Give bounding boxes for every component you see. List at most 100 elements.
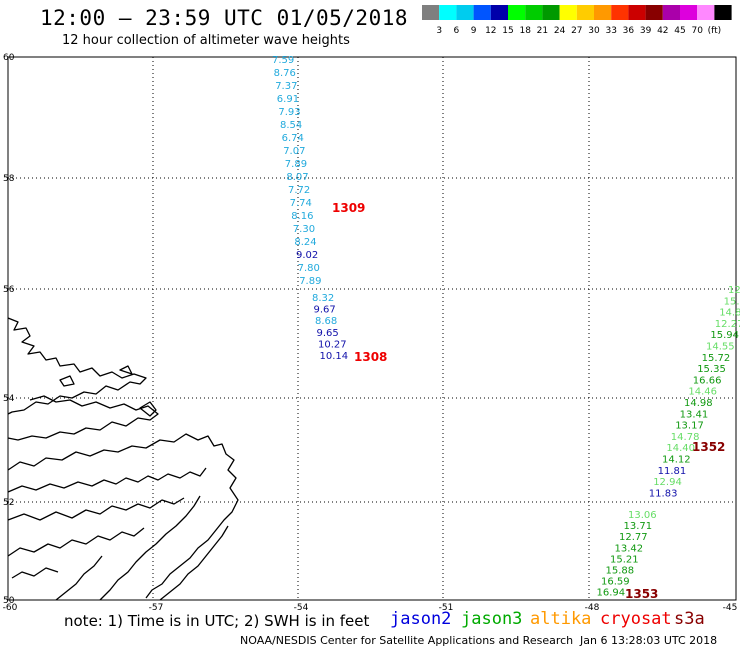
color-scale-label: 39 bbox=[640, 26, 652, 36]
wave-height-value: 10.14 bbox=[320, 351, 349, 362]
color-swatch bbox=[456, 5, 474, 20]
wave-height-value: 15.94 bbox=[710, 330, 739, 341]
legend-jason2: jason2 bbox=[390, 609, 452, 629]
map-title: 12:00 – 23:59 UTC 01/05/2018 bbox=[40, 6, 409, 30]
wave-height-value: 15.88 bbox=[606, 566, 635, 577]
legend-jason3: jason3 bbox=[461, 609, 523, 629]
color-scale-label: 27 bbox=[571, 26, 582, 36]
wave-height-value: 13.17 bbox=[675, 421, 704, 432]
color-scale-legend: 3 6 9 12 15 18 21 24 27 30 33 36 39 42 45 70 (ft) bbox=[422, 5, 732, 36]
track-time-label: 1352 bbox=[692, 440, 725, 454]
wave-height-value: 8.07 bbox=[286, 172, 308, 183]
color-scale-label: 24 bbox=[554, 26, 566, 36]
wave-height-value: 7.80 bbox=[298, 263, 320, 274]
wave-height-value: 12 bbox=[728, 285, 740, 296]
wave-height-value: 16.66 bbox=[693, 375, 722, 386]
color-swatch bbox=[422, 5, 440, 20]
color-swatch bbox=[490, 5, 508, 20]
wave-height-value: 7.93 bbox=[278, 107, 300, 118]
color-swatch bbox=[594, 5, 612, 20]
wave-height-value: 8.54 bbox=[280, 120, 302, 131]
color-swatch bbox=[508, 5, 526, 20]
generated-timestamp: Jan 6 13:28:03 UTC 2018 bbox=[580, 634, 718, 647]
color-swatch bbox=[525, 5, 543, 20]
legend-s3a: s3a bbox=[674, 609, 705, 629]
color-scale-label: 36 bbox=[623, 26, 635, 36]
wave-height-value: 11.81 bbox=[658, 466, 687, 477]
color-swatch bbox=[645, 5, 663, 20]
wave-height-value: 11.83 bbox=[649, 488, 678, 499]
wave-height-value: 8.32 bbox=[312, 293, 334, 304]
lat-label: 60 bbox=[3, 53, 15, 63]
lon-label: -45 bbox=[723, 603, 738, 612]
wave-height-value: 14.46 bbox=[688, 387, 717, 398]
altimeter-map: 60 58 56 54 52 50 -60 -57 -54 -51 -48 -4… bbox=[3, 53, 740, 612]
color-scale-label: 15 bbox=[502, 26, 513, 36]
lon-label: -48 bbox=[585, 603, 600, 612]
color-swatch bbox=[559, 5, 577, 20]
color-scale-label: 33 bbox=[605, 26, 616, 36]
wave-height-value: 9.65 bbox=[317, 328, 339, 339]
wave-height-value: 7.37 bbox=[275, 81, 297, 92]
wave-height-value: 12.27 bbox=[715, 319, 740, 330]
color-scale-label: 9 bbox=[471, 26, 477, 36]
color-scale-label: 21 bbox=[537, 26, 548, 36]
color-swatch bbox=[439, 5, 457, 20]
lon-label: -51 bbox=[439, 603, 454, 612]
color-swatch bbox=[680, 5, 698, 20]
color-scale-label: 3 bbox=[436, 26, 442, 36]
lat-label: 50 bbox=[3, 596, 15, 606]
wave-height-value: 8.16 bbox=[291, 211, 313, 222]
wave-height-value: 8.24 bbox=[294, 237, 316, 248]
legend-cryosat: cryosat bbox=[600, 609, 672, 629]
wave-height-value: 12.94 bbox=[653, 477, 682, 488]
wave-height-value: 16.94 bbox=[597, 588, 626, 599]
latitude-labels: 60 58 56 54 52 50 bbox=[3, 53, 15, 606]
legend-altika: altika bbox=[530, 609, 592, 629]
wave-height-value: 13.71 bbox=[624, 521, 653, 532]
lat-label: 54 bbox=[3, 394, 15, 404]
wave-height-value: 7.30 bbox=[293, 224, 315, 235]
wave-height-value: 13.06 bbox=[628, 510, 657, 521]
coastline bbox=[7, 317, 239, 601]
color-scale-label: 42 bbox=[657, 26, 668, 36]
wave-height-value: 7.89 bbox=[299, 276, 321, 287]
wave-height-value: 14.98 bbox=[684, 398, 713, 409]
lon-label: -54 bbox=[294, 603, 309, 612]
lon-label: -60 bbox=[3, 603, 18, 612]
color-scale-label: 18 bbox=[519, 26, 531, 36]
wave-height-value: 15.21 bbox=[610, 554, 639, 565]
credit-line: NOAA/NESDIS Center for Satellite Applica… bbox=[240, 634, 574, 647]
wave-height-value: 7.72 bbox=[288, 185, 310, 196]
color-scale-label: 70 bbox=[691, 26, 703, 36]
wave-height-value: 14.12 bbox=[662, 455, 691, 466]
wave-height-value: 15.72 bbox=[702, 353, 731, 364]
wave-height-value: 8.68 bbox=[315, 316, 337, 327]
wave-height-tracks: 7.59 8.76 7.37 6.91 7.93 8.54 6.74 7.07 7.89 8.07… bbox=[272, 55, 740, 601]
track-time-label: 1353 bbox=[625, 587, 658, 601]
wave-height-value: 9.67 bbox=[314, 305, 336, 316]
footer-note: note: 1) Time is in UTC; 2) SWH is in fe… bbox=[64, 612, 370, 630]
wave-height-value: 10.27 bbox=[318, 339, 347, 350]
wave-height-value: 14.8 bbox=[719, 308, 740, 319]
map-frame bbox=[7, 56, 737, 601]
color-scale-label: 6 bbox=[454, 26, 460, 36]
wave-height-value: 7.07 bbox=[283, 146, 305, 157]
lon-label: -57 bbox=[149, 603, 164, 612]
wave-height-value: 6.74 bbox=[282, 133, 304, 144]
color-swatch bbox=[473, 5, 491, 20]
color-swatch bbox=[662, 5, 680, 20]
wave-height-value: 14.78 bbox=[671, 432, 700, 443]
track-time-label: 1308 bbox=[354, 350, 387, 364]
longitude-labels: -60 -57 -54 -51 -48 -45 bbox=[3, 603, 738, 612]
wave-height-value: 12.77 bbox=[619, 532, 648, 543]
color-swatch bbox=[611, 5, 629, 20]
lat-label: 56 bbox=[3, 285, 15, 295]
track-time-label: 1309 bbox=[332, 201, 365, 215]
wave-height-value: 7.59 bbox=[272, 55, 294, 66]
wave-height-value: 14.40 bbox=[666, 443, 695, 454]
wave-height-value: 8.76 bbox=[274, 68, 296, 79]
color-swatch bbox=[542, 5, 560, 20]
color-swatch bbox=[697, 5, 715, 20]
wave-height-value: 13.41 bbox=[680, 409, 709, 420]
